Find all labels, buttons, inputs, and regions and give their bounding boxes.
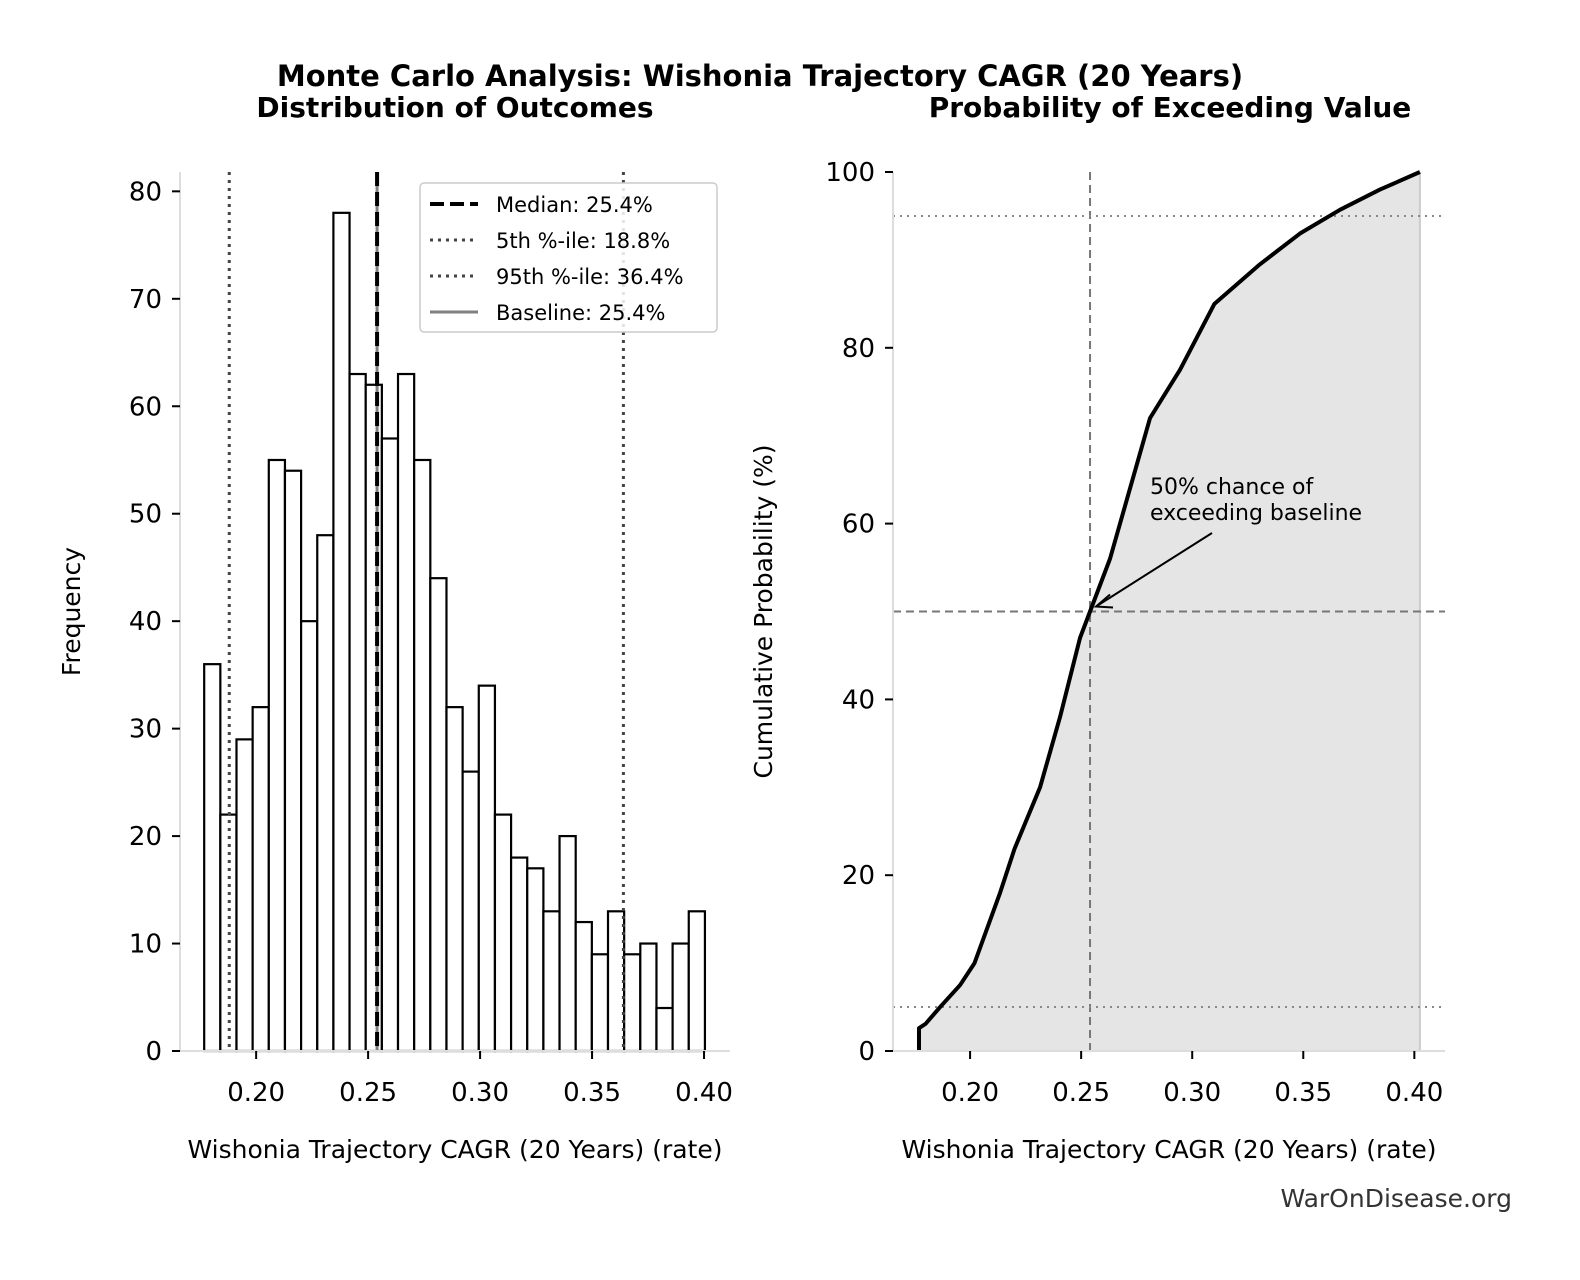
- y-axis-label: Cumulative Probability (%): [749, 445, 778, 779]
- histogram-bar: [671, 942, 690, 1053]
- histogram-bar: [461, 770, 480, 1053]
- y-axis-label: Frequency: [57, 547, 86, 676]
- y-tick-label: 10: [129, 930, 162, 960]
- x-tick-label: 0.40: [1385, 1078, 1443, 1108]
- y-tick-label: 40: [842, 685, 875, 715]
- histogram-bar: [203, 663, 222, 1053]
- y-tick-label: 30: [129, 715, 162, 745]
- histogram-bar: [429, 577, 448, 1053]
- cdf-panel: 0.20 0.25 0.30 0.35 0.40 0 20 40 60 80 100 Wishonia…: [749, 158, 1445, 1164]
- watermark: WarOnDisease.org: [1280, 1184, 1512, 1213]
- legend-label: Baseline: 25.4%: [496, 301, 666, 325]
- histogram-bar: [558, 834, 577, 1053]
- cdf-line: [916, 170, 1421, 1051]
- x-tick-label: 0.30: [451, 1078, 509, 1108]
- histogram-bar: [396, 372, 416, 1053]
- x-tick-label: 0.20: [941, 1078, 999, 1108]
- annotation-arrow: [1095, 532, 1213, 608]
- histogram-bar: [590, 953, 610, 1053]
- histogram-bar: [251, 706, 270, 1053]
- histogram-bar: [283, 469, 303, 1053]
- histogram-bar: [606, 910, 626, 1053]
- y-tick-label: 60: [129, 392, 162, 422]
- histogram-bar: [300, 620, 319, 1053]
- x-tick-label: 0.25: [339, 1078, 397, 1108]
- legend-label: 5th %-ile: 18.8%: [496, 229, 670, 253]
- histogram-bar: [477, 684, 497, 1053]
- histogram-bar: [542, 910, 561, 1053]
- left-subtitle: Distribution of Outcomes: [256, 91, 653, 124]
- histogram-bar: [364, 383, 383, 1053]
- annotation-text: exceeding baseline: [1150, 501, 1362, 526]
- histogram-bar: [413, 458, 432, 1053]
- y-tick-label: 100: [825, 158, 875, 188]
- y-tick-label: 20: [842, 861, 875, 891]
- legend-box: [419, 182, 718, 333]
- histogram-bar: [235, 738, 254, 1053]
- legend-label: Median: 25.4%: [496, 193, 653, 217]
- x-tick-label: 0.40: [675, 1078, 733, 1108]
- histogram-bar: [380, 437, 400, 1053]
- x-tick-label: 0.35: [563, 1078, 621, 1108]
- y-tick-label: 20: [129, 822, 162, 852]
- y-tick-label: 80: [129, 177, 162, 207]
- histogram-bar: [639, 942, 658, 1053]
- x-tick-label: 0.20: [227, 1078, 285, 1108]
- x-tick-label: 0.25: [1052, 1078, 1110, 1108]
- histogram-bar: [267, 458, 287, 1053]
- y-tick-label: 60: [842, 510, 875, 540]
- histogram-panel: 0.20 0.25 0.30 0.35 0.40 0 10 20 30 40 50 60 70 80 Wis…: [57, 172, 733, 1164]
- y-tick-label: 80: [842, 334, 875, 364]
- histogram-bar: [526, 867, 545, 1053]
- y-tick-label: 0: [858, 1037, 875, 1067]
- figure-title: Monte Carlo Analysis: Wishonia Trajector…: [277, 59, 1243, 93]
- histogram-bar: [445, 706, 464, 1053]
- y-tick-label: 0: [145, 1037, 162, 1067]
- histogram-bar: [623, 953, 642, 1053]
- histogram-bar: [655, 1006, 674, 1053]
- histogram-bar: [509, 856, 529, 1053]
- arrow-head-icon: [1093, 593, 1114, 609]
- histogram-bar: [316, 534, 335, 1053]
- histogram-bar: [493, 813, 513, 1053]
- x-axis-label: Wishonia Trajectory CAGR (20 Years) (rat…: [188, 1135, 723, 1164]
- y-tick-label: 40: [129, 607, 162, 637]
- histogram-bar: [687, 910, 707, 1053]
- histogram-bar: [332, 211, 351, 1053]
- x-tick-label: 0.35: [1274, 1078, 1332, 1108]
- histogram-bar: [574, 920, 593, 1053]
- legend-label: 95th %-ile: 36.4%: [496, 265, 684, 289]
- right-subtitle: Probability of Exceeding Value: [929, 91, 1412, 124]
- y-tick-label: 70: [129, 285, 162, 315]
- x-tick-label: 0.30: [1163, 1078, 1221, 1108]
- x-axis-label: Wishonia Trajectory CAGR (20 Years) (rat…: [902, 1135, 1437, 1164]
- y-tick-label: 50: [129, 500, 162, 530]
- annotation-text: 50% chance of: [1150, 475, 1314, 500]
- legend: Median: 25.4% 5th %-ile: 18.8% 95th %-ile:…: [419, 182, 718, 333]
- histogram-bar: [348, 372, 367, 1053]
